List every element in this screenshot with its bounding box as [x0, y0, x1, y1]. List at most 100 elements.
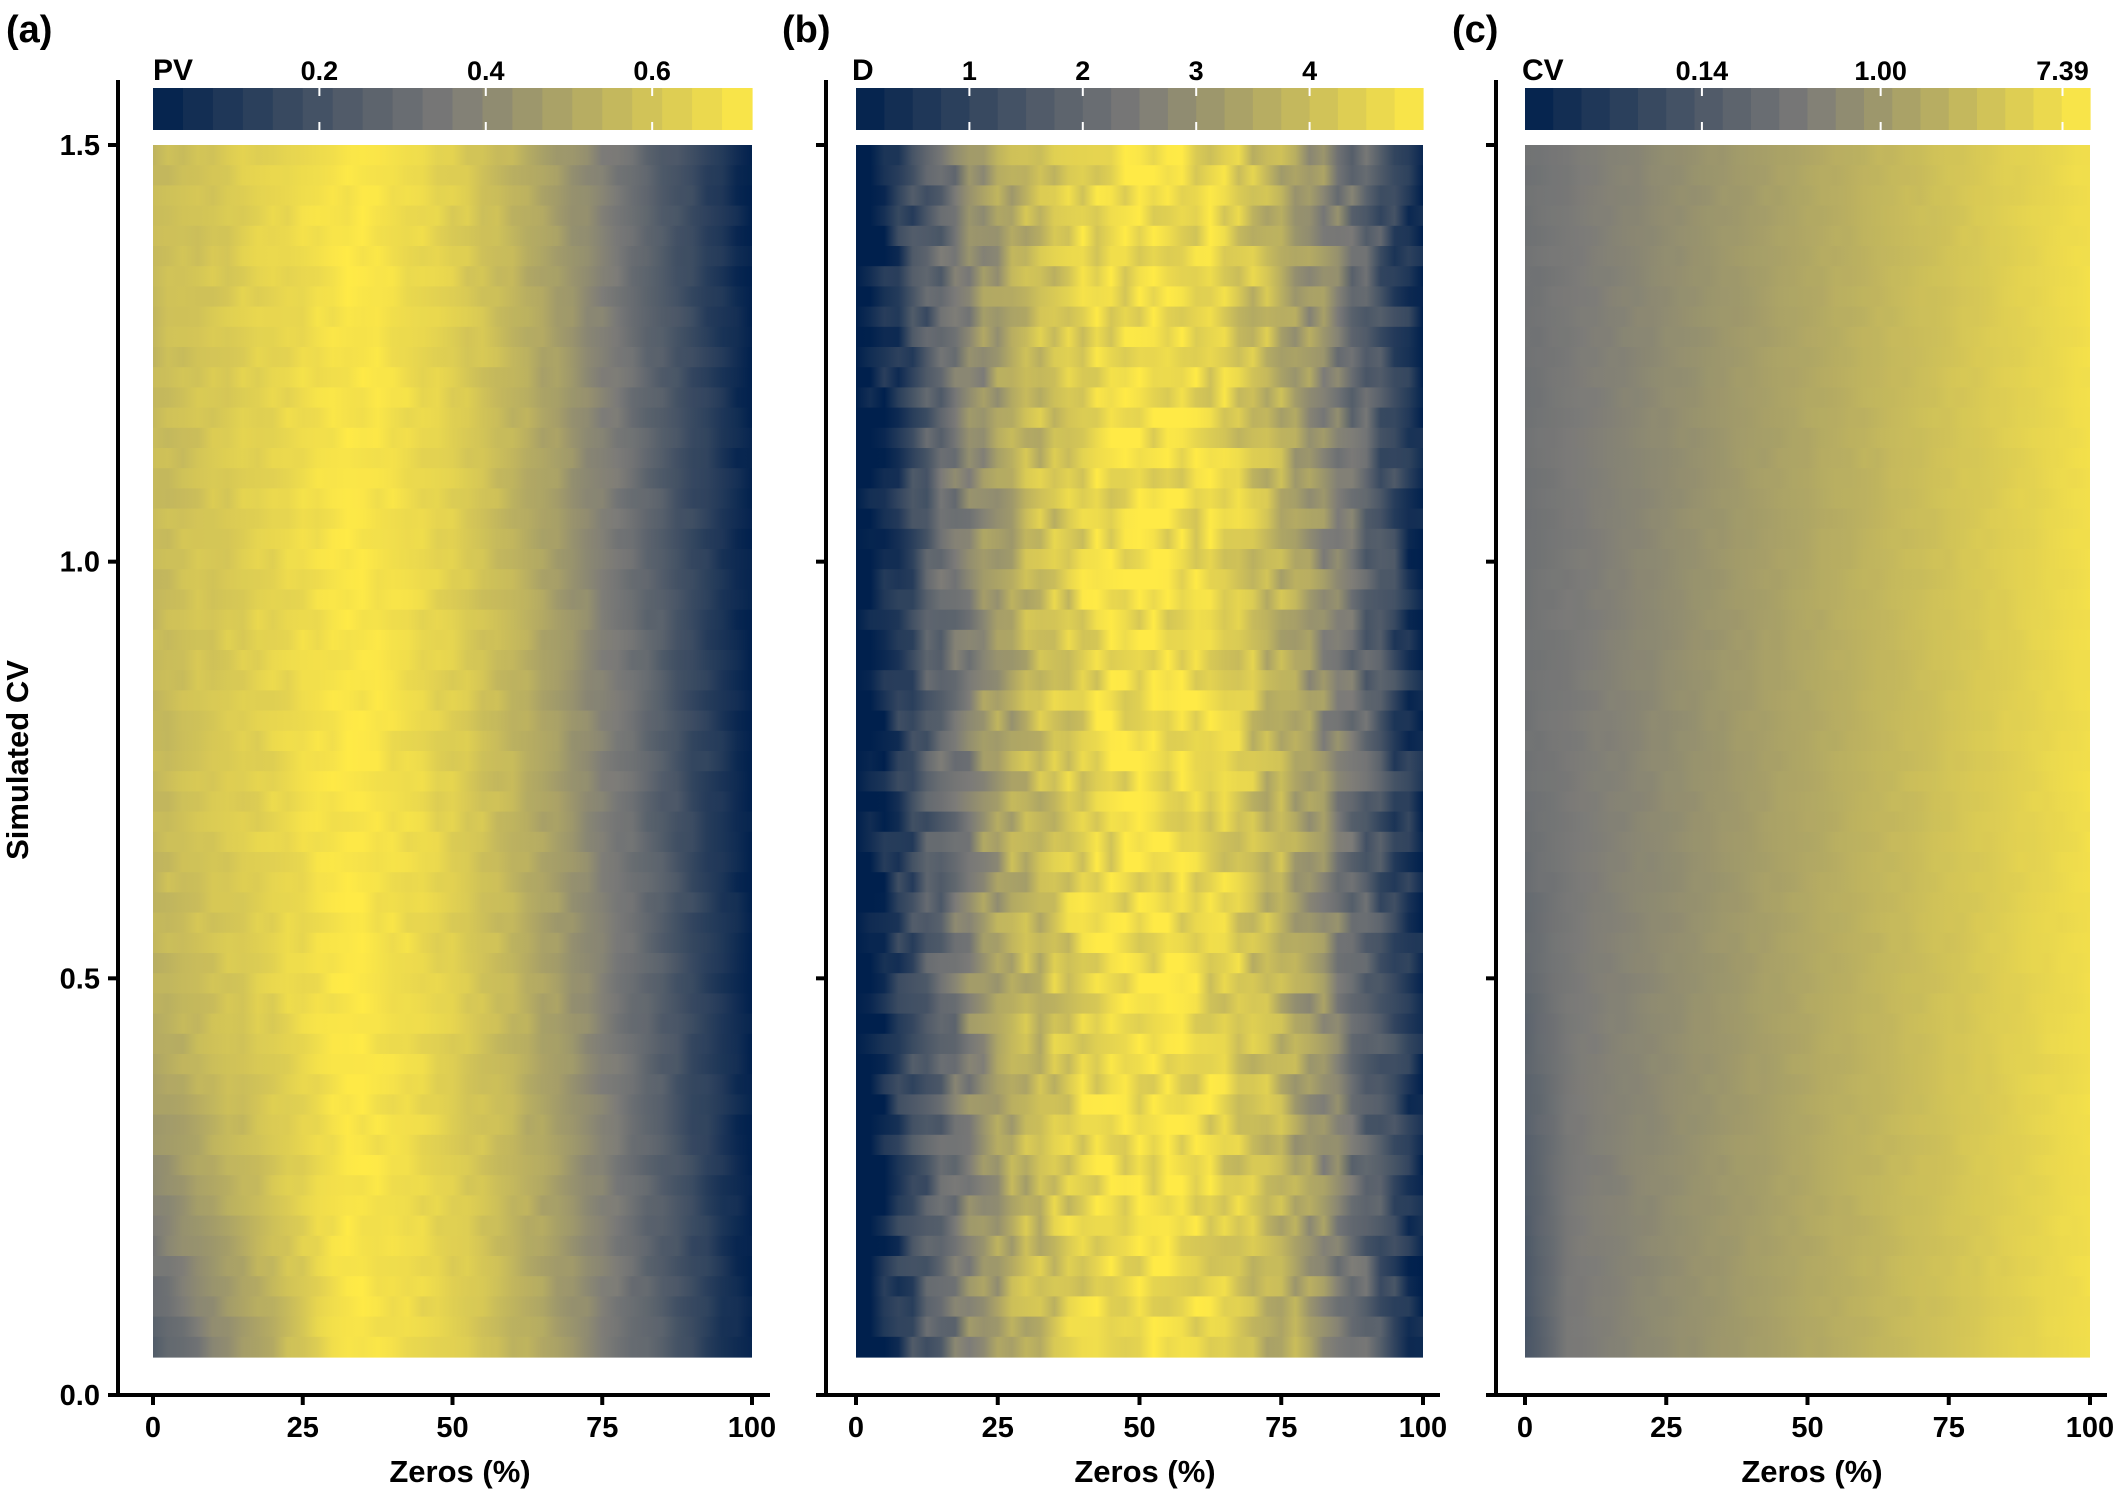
x-tick-label: 50	[1123, 1412, 1155, 1444]
colorbar-segment	[912, 88, 942, 130]
heatmap-row	[1525, 811, 2090, 833]
colorbar-segment	[1167, 88, 1197, 130]
heatmap-row	[153, 1033, 752, 1055]
colorbar-segment	[482, 88, 513, 130]
x-axis-label: Zeros (%)	[1741, 1454, 1882, 1489]
heatmap-row	[856, 1155, 1423, 1176]
colorbar-tick-label: 0.6	[633, 56, 671, 86]
heatmap-row	[153, 1235, 752, 1257]
heatmap-row	[856, 306, 1423, 328]
y-tick-label: 1.0	[60, 547, 100, 579]
colorbar-segment	[1722, 88, 1752, 130]
colorbar-segment	[1026, 88, 1056, 130]
colorbar-segment	[856, 88, 885, 130]
x-tick-label: 50	[1791, 1412, 1823, 1444]
y-axis	[1486, 80, 1498, 1397]
heatmap-row	[1525, 508, 2090, 530]
colorbar-segment	[1835, 88, 1865, 130]
heatmap-row	[153, 892, 752, 914]
heatmap-row	[1525, 528, 2090, 550]
heatmap-row	[153, 993, 752, 1015]
x-tick-label: 100	[2066, 1412, 2114, 1444]
heatmap-row	[153, 1054, 752, 1075]
colorbar-segment	[1638, 88, 1667, 130]
x-axis: 0 25 50 75 100	[826, 1393, 1447, 1444]
colorbar-segment	[1807, 88, 1837, 130]
heatmap-row	[1525, 710, 2090, 732]
heatmap-row	[856, 670, 1423, 691]
heatmap-row	[856, 549, 1423, 570]
heatmap-row	[856, 165, 1423, 186]
colorbar-segment	[997, 88, 1027, 130]
heatmap-row	[153, 528, 752, 550]
colorbar-segment	[2005, 88, 2035, 130]
heatmap-row	[1525, 1276, 2090, 1297]
panel-a: (a) PV 0.2 0.4 0.6 0.0 0.5 1.0 1.5 0 25 50 75 100…	[6, 9, 776, 1489]
heatmap-row	[153, 1114, 752, 1136]
colorbar-segment	[1525, 88, 1554, 130]
colorbar-segment	[1553, 88, 1583, 130]
colorbar-segment	[452, 88, 484, 130]
panel-b: (b) D 1 2 3 4 0 25 50 75 100 Zeros (%)	[782, 9, 1447, 1489]
heatmap-row	[153, 730, 752, 752]
heatmap-row	[153, 488, 752, 510]
heatmap-row	[153, 326, 752, 348]
heatmap-row	[856, 1215, 1423, 1237]
heatmap-row	[856, 710, 1423, 732]
heatmap-row	[1525, 1155, 2090, 1176]
heatmap-row	[1525, 650, 2090, 671]
heatmap-row	[1525, 1033, 2090, 1055]
colorbar-segment	[212, 88, 244, 130]
colorbar-segment	[692, 88, 723, 130]
colorbar-segment	[1751, 88, 1780, 130]
colorbar-segment	[1082, 88, 1112, 130]
colorbar-segment	[1281, 88, 1311, 130]
heatmap-row	[856, 912, 1423, 934]
heatmap-row	[856, 1276, 1423, 1297]
heatmap-row	[153, 1296, 752, 1318]
heatmap-row	[856, 1033, 1423, 1055]
x-tick-label: 0	[145, 1412, 161, 1444]
heatmap-row	[153, 185, 752, 207]
x-tick-label: 50	[436, 1412, 468, 1444]
heatmap-row	[856, 205, 1423, 227]
heatmap-row	[1525, 1175, 2090, 1196]
y-tick-label: 1.5	[60, 130, 100, 162]
heatmap-row	[856, 225, 1423, 247]
colorbar-segment	[272, 88, 304, 130]
heatmap-row	[1525, 1074, 2090, 1095]
heatmap-row	[1525, 589, 2090, 611]
x-tick-label: 75	[1265, 1412, 1297, 1444]
heatmap-row	[856, 852, 1423, 873]
colorbar-segment	[602, 88, 633, 130]
heatmap-row	[856, 347, 1423, 368]
heatmap-row	[153, 145, 752, 166]
heatmap-row	[153, 670, 752, 691]
colorbar-tick-label: 0.14	[1676, 56, 1729, 86]
heatmap-row	[153, 973, 752, 994]
heatmap-row	[1525, 1215, 2090, 1237]
heatmap-row	[1525, 993, 2090, 1015]
heatmap-row	[856, 145, 1423, 166]
heatmap-row	[1525, 549, 2090, 570]
x-axis-label: Zeros (%)	[1074, 1454, 1215, 1489]
colorbar-segment	[1581, 88, 1611, 130]
heatmap-row	[153, 1013, 752, 1035]
heatmap-row	[153, 448, 752, 469]
heatmap-row	[1525, 1235, 2090, 1257]
colorbar-segment	[1977, 88, 2006, 130]
heatmap-row	[856, 1195, 1423, 1217]
x-axis: 0 25 50 75 100	[1496, 1393, 2114, 1444]
heatmap	[153, 145, 752, 1358]
colorbar-segment	[542, 88, 573, 130]
y-axis: 0.0 0.5 1.0 1.5	[60, 80, 120, 1412]
colorbar-segment	[1224, 88, 1254, 130]
heatmap-row	[856, 1235, 1423, 1257]
heatmap-row	[153, 1175, 752, 1196]
heatmap-row	[153, 589, 752, 611]
colorbar-segment	[1694, 88, 1724, 130]
heatmap-row	[153, 710, 752, 732]
heatmap-row	[856, 609, 1423, 631]
heatmap-row	[856, 468, 1423, 489]
panel-label: (c)	[1452, 9, 1498, 51]
